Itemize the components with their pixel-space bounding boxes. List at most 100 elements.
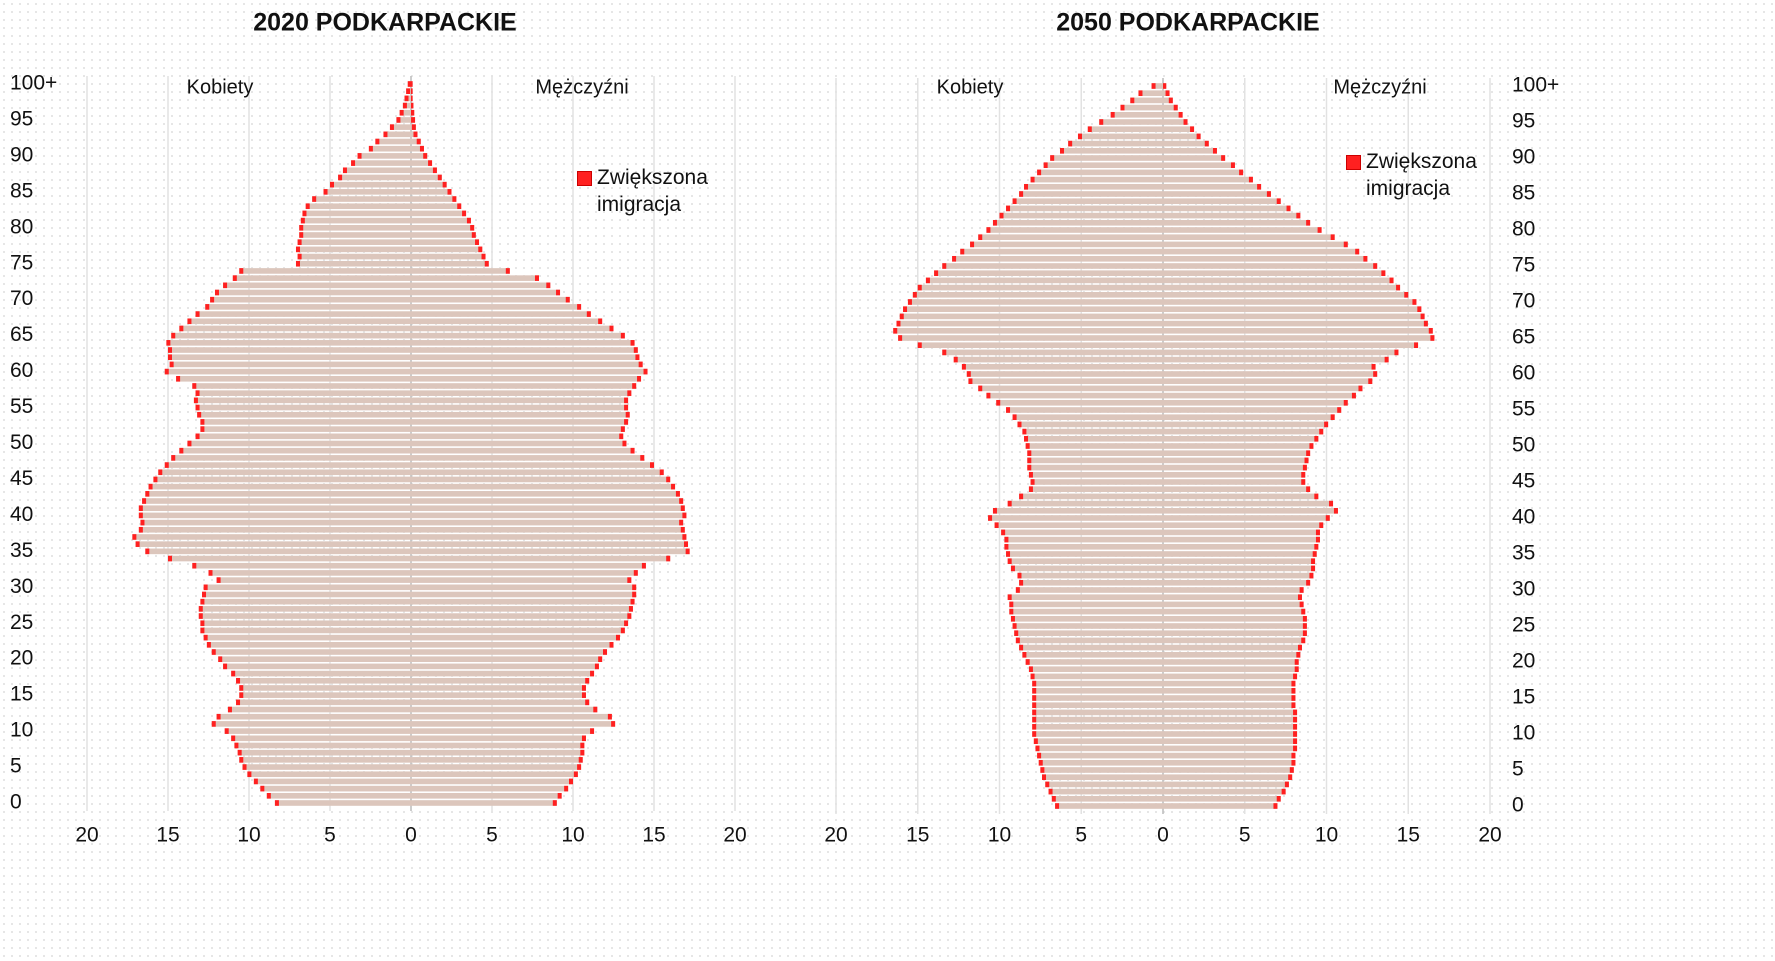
bar: [1006, 551, 1163, 557]
bar: [1038, 759, 1163, 766]
bar: [1025, 659, 1163, 665]
bar-tip: [247, 771, 252, 778]
bar-tip: [192, 383, 197, 389]
bar-tip: [1302, 623, 1307, 629]
bar: [1035, 745, 1163, 752]
bar-tip: [266, 793, 271, 799]
bar: [1163, 119, 1188, 125]
bar: [168, 347, 411, 353]
bar-tip: [231, 735, 236, 742]
bar-tip: [632, 383, 637, 389]
bar-tip: [898, 335, 903, 341]
bar-tip: [237, 749, 242, 756]
bar-tip: [300, 217, 305, 224]
bar: [1015, 587, 1163, 593]
bar-tip: [1037, 169, 1042, 176]
bar-tip: [1293, 738, 1298, 745]
bar-tip: [1325, 515, 1330, 521]
y-tick-label: 25: [10, 611, 33, 634]
bar: [411, 404, 629, 411]
bar: [411, 260, 489, 267]
bar: [247, 771, 411, 778]
bar-tip: [411, 124, 416, 130]
y-tick-label: 50: [10, 431, 33, 454]
bar: [351, 160, 411, 166]
bar-tip: [206, 642, 211, 648]
bar: [1163, 349, 1399, 356]
bar: [1028, 471, 1163, 478]
bar-tip: [437, 174, 442, 181]
bar: [411, 498, 684, 504]
bar-tip: [187, 318, 192, 325]
bar: [266, 793, 411, 799]
bar: [1163, 385, 1363, 392]
bar-tip: [609, 325, 614, 332]
bar-tip: [952, 255, 957, 262]
bar: [1009, 601, 1163, 608]
bar-tip: [1293, 723, 1298, 730]
bar-tip: [1420, 313, 1425, 320]
bar: [1015, 637, 1163, 644]
bar: [1014, 630, 1163, 637]
bar-tip: [203, 634, 208, 641]
bar-tip: [630, 598, 635, 605]
bar: [242, 764, 411, 770]
y-tick-label: 100+: [1512, 74, 1559, 97]
bar-tip: [907, 299, 912, 305]
x-tick-label: 0: [1157, 824, 1169, 847]
bar-tip: [383, 131, 388, 138]
bar-tip: [1032, 723, 1037, 730]
bar: [1163, 752, 1296, 759]
bar-tip: [1178, 111, 1183, 118]
bar: [960, 248, 1163, 255]
bar: [1024, 183, 1163, 190]
bar: [1163, 399, 1348, 406]
bar-tip: [299, 224, 304, 231]
bar-tip: [145, 548, 150, 555]
bar-tip: [457, 203, 462, 210]
bar: [411, 419, 629, 425]
bar: [1019, 579, 1163, 586]
bar: [1163, 529, 1320, 536]
bar-tip: [1032, 716, 1037, 723]
y-tick-label: 35: [1512, 542, 1535, 565]
bar-tip: [1045, 781, 1050, 788]
side-label: Mężczyźni: [535, 76, 628, 98]
bar-tip: [1266, 191, 1271, 197]
x-tick-label: 20: [1478, 824, 1501, 847]
bar: [942, 263, 1163, 269]
bar-tip: [1030, 673, 1035, 680]
bar-tip: [620, 627, 625, 634]
bar-tip: [586, 311, 591, 317]
bar-tip: [193, 397, 198, 404]
x-tick-label: 15: [1397, 824, 1420, 847]
bar: [411, 706, 598, 713]
bar: [1001, 529, 1163, 536]
bar: [1163, 579, 1311, 586]
bar-tip: [1373, 371, 1378, 377]
bar-tip: [580, 742, 585, 749]
bar-tip: [1297, 644, 1302, 651]
bar: [411, 253, 486, 260]
bar-tip: [1309, 572, 1314, 579]
bar-tip: [411, 109, 415, 116]
legend-swatch: [1346, 155, 1361, 170]
bar-tip: [168, 354, 172, 361]
bar: [1010, 565, 1163, 572]
bar-tip: [153, 476, 158, 483]
bar: [1163, 248, 1360, 255]
bar-tip: [478, 246, 483, 253]
bar-tip: [1032, 709, 1037, 716]
bar-tip: [236, 677, 241, 684]
bar: [1163, 803, 1278, 809]
bar-tip: [171, 332, 176, 339]
bar-tip: [627, 613, 632, 619]
bar: [1163, 205, 1291, 212]
bar-tip: [624, 620, 629, 627]
bar-tip: [1358, 385, 1363, 392]
x-tick-label: 10: [1315, 824, 1338, 847]
bar-tip: [635, 354, 640, 361]
bar-tip: [590, 670, 595, 677]
bar-tip: [1030, 176, 1035, 183]
bar-tip: [368, 145, 373, 152]
